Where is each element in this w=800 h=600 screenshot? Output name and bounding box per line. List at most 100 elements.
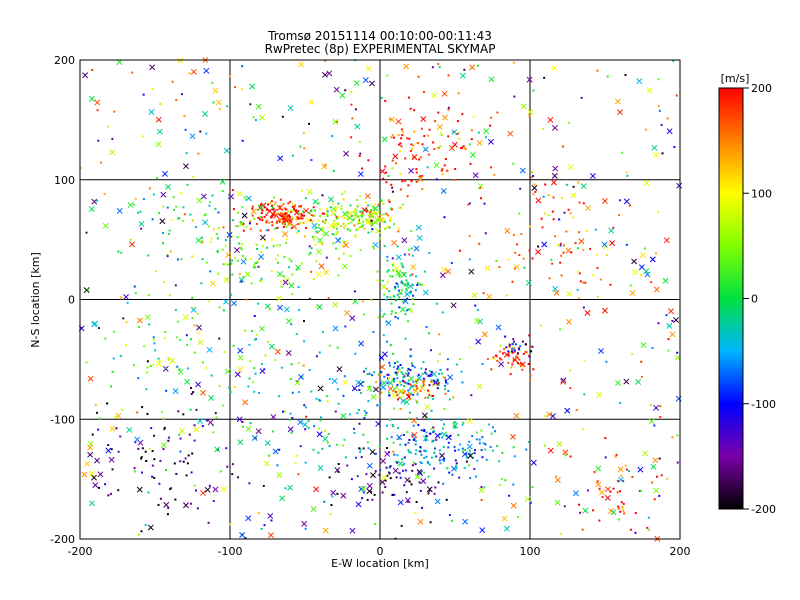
data-point [303,340,306,343]
data-point [393,390,396,393]
data-point [370,490,373,493]
data-point [529,345,532,348]
data-point [124,343,127,346]
data-point [424,270,427,273]
data-point [577,181,580,184]
data-point [393,362,396,365]
data-point [111,468,114,471]
data-point [513,347,516,350]
data-point [396,398,399,401]
data-point [419,446,422,449]
data-point [182,460,185,463]
data-point-cross [441,90,448,97]
data-point [368,385,371,388]
data-point [479,187,482,190]
data-point [176,320,179,323]
data-point [441,458,444,461]
data-point-cross [584,205,591,211]
data-point-cross [420,116,427,123]
data-point [404,469,407,472]
data-point [240,247,243,250]
data-point [343,217,346,220]
data-point [274,212,277,215]
data-point [281,214,284,217]
data-point [428,489,431,492]
data-point [658,494,661,497]
data-point-cross [169,357,176,364]
data-point [407,449,410,452]
data-point [142,135,145,138]
data-point [511,363,514,366]
data-point [622,509,625,512]
data-point [190,471,193,474]
data-point [439,368,442,371]
data-point-cross [623,198,630,205]
data-point [510,347,513,350]
data-point [395,373,398,376]
data-point-cross [195,237,202,244]
data-point [85,361,88,364]
data-point-cross [197,339,204,346]
data-point-cross [326,70,333,77]
data-point [288,258,291,261]
data-point [468,202,471,205]
data-point-cross [379,168,386,175]
data-point-cross [327,196,334,203]
data-point [376,404,379,407]
data-point [97,139,100,142]
data-point-cross [196,324,203,331]
data-point [336,206,339,209]
data-point [391,378,394,381]
data-point [527,440,530,443]
data-point-cross [419,384,426,391]
data-point [673,146,676,149]
data-point [413,437,416,440]
data-point [432,394,435,397]
data-point [375,211,378,214]
data-point [249,360,252,363]
data-point [188,72,191,75]
data-point [596,295,599,298]
data-point [356,199,359,202]
data-point [186,183,189,186]
data-point [367,204,370,207]
data-point [281,208,284,211]
data-point [512,61,515,64]
data-point-cross [245,425,252,432]
data-point [391,134,394,137]
data-point [385,298,388,301]
data-point [414,463,417,466]
data-point [388,290,391,293]
data-point [376,270,379,273]
data-point [158,360,161,363]
data-point [259,218,262,221]
data-point-cross [582,507,589,514]
data-point [167,233,170,236]
data-point [419,156,422,159]
data-point [405,381,408,384]
data-point [104,337,107,340]
data-point [350,136,353,139]
data-point [432,426,435,429]
data-point [430,427,433,430]
data-point [537,245,540,248]
data-point [612,487,615,490]
data-point [379,198,382,201]
data-point [322,229,325,232]
data-point [184,128,187,131]
data-point [579,280,582,283]
data-point [391,190,394,193]
data-point [408,417,411,420]
data-point [508,494,511,497]
data-point [276,226,279,229]
data-point [420,462,423,465]
data-point [361,212,364,215]
data-point-cross [598,489,605,496]
data-point-cross [531,184,538,191]
data-point [439,462,442,465]
data-point [424,439,427,442]
data-point-cross [635,379,642,385]
data-point [150,427,153,430]
data-point-cross [403,63,410,70]
data-point [279,274,282,277]
